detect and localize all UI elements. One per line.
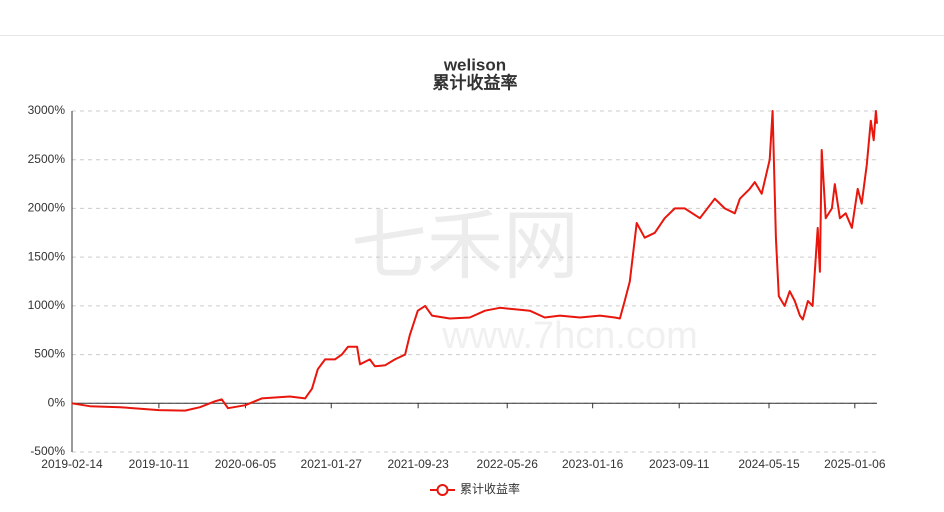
y-tick-label: 0% (48, 395, 66, 409)
x-tick-label: 2024-05-15 (738, 457, 800, 471)
watermark: 七禾网 (351, 204, 579, 289)
y-tick-label: 1500% (28, 249, 66, 263)
x-tick-label: 2025-01-06 (824, 457, 886, 471)
legend-marker (436, 484, 449, 496)
y-tick-label: 2000% (28, 201, 66, 215)
chart-subtitle: 累计收益率 (433, 72, 518, 92)
x-tick-label: 2021-09-23 (387, 457, 449, 471)
x-tick-label: 2019-10-11 (129, 457, 190, 471)
x-tick-label: 2019-02-14 (41, 457, 103, 471)
y-tick-label: 1000% (28, 298, 66, 312)
watermark-url: www.7hcn.com (441, 315, 698, 357)
x-tick-label: 2020-06-05 (215, 457, 277, 471)
y-tick-label: 2500% (28, 152, 66, 166)
y-tick-label: 3000% (28, 103, 66, 117)
legend-label: 累计收益率 (460, 481, 520, 496)
y-tick-label: -500% (30, 444, 65, 458)
x-tick-label: 2022-05-26 (477, 457, 539, 471)
chart-title: welison (443, 55, 506, 74)
x-tick-label: 2021-01-27 (301, 457, 363, 471)
y-tick-label: 500% (34, 347, 65, 361)
x-tick-label: 2023-01-16 (562, 457, 624, 471)
line (71, 110, 878, 412)
x-tick-label: 2023-09-11 (649, 457, 710, 471)
